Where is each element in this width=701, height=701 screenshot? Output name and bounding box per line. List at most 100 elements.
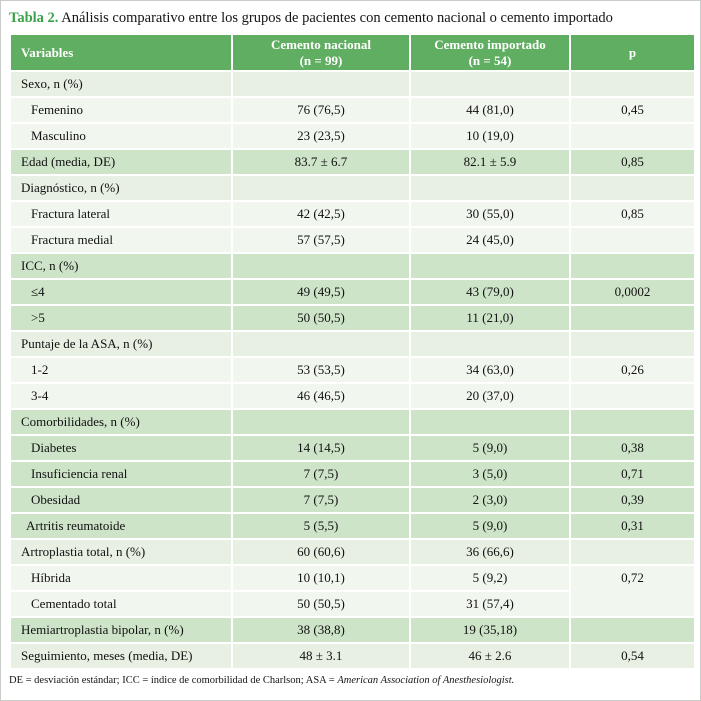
- table-row: Obesidad 7 (7,5) 2 (3,0) 0,39: [9, 486, 696, 515]
- header-cemento-importado-n: (n = 54): [468, 52, 512, 68]
- variable-cell: Puntaje de la ASA, n (%): [9, 330, 233, 359]
- value-cell: 5 (9,2): [409, 564, 571, 593]
- value-cell: [409, 70, 571, 99]
- table-title-label: Tabla 2.: [9, 10, 59, 26]
- header-variables: Variables: [9, 33, 233, 73]
- p-value-cell: [569, 226, 696, 255]
- table-row: 1-2 53 (53,5) 34 (63,0) 0,26: [9, 356, 696, 385]
- value-cell: 7 (7,5): [231, 460, 411, 489]
- p-value-cell: [569, 538, 696, 567]
- footnote-italic-text: American Association of Anesthesiologist…: [337, 675, 515, 687]
- table-header: Variables Cemento nacional (n = 99) Ceme…: [9, 33, 696, 73]
- p-value-cell: 0,39: [569, 486, 696, 515]
- variable-cell: Híbrida: [9, 564, 233, 593]
- value-cell: [231, 330, 411, 359]
- value-cell: 50 (50,5): [231, 590, 411, 619]
- table-row: Híbrida 10 (10,1) 5 (9,2) 0,72: [9, 564, 696, 619]
- value-cell: 83.7 ± 6.7: [231, 148, 411, 177]
- header-cemento-importado: Cemento importado (n = 54): [409, 33, 571, 73]
- variable-cell: Comorbilidades, n (%): [9, 408, 233, 437]
- variable-cell: 1-2: [9, 356, 233, 385]
- value-cell: 34 (63,0): [409, 356, 571, 385]
- value-cell: 10 (19,0): [409, 122, 571, 151]
- value-cell: 11 (21,0): [409, 304, 571, 333]
- table-row: Fractura medial 57 (57,5) 24 (45,0): [9, 226, 696, 255]
- table-body: Sexo, n (%) Femenino 76 (76,5) 44 (81,0) 0,4…: [9, 70, 696, 671]
- value-cell: 5 (9,0): [409, 434, 571, 463]
- p-value-cell: [569, 382, 696, 411]
- table-row: Seguimiento, meses (media, DE) 48 ± 3.1 46…: [9, 642, 696, 671]
- table-row: 3-4 46 (46,5) 20 (37,0): [9, 382, 696, 411]
- p-value-cell: 0,38: [569, 434, 696, 463]
- value-cell: 23 (23,5): [231, 122, 411, 151]
- footnote-text: DE = desviación estándar; ICC = índice d…: [9, 675, 338, 687]
- p-value-cell: [569, 252, 696, 281]
- value-cell: 50 (50,5): [231, 304, 411, 333]
- p-value-cell: 0,31: [569, 512, 696, 541]
- p-value-cell: [569, 616, 696, 645]
- table-title-text: Análisis comparativo entre los grupos de…: [58, 10, 613, 26]
- value-cell: 44 (81,0): [409, 96, 571, 125]
- value-cell: [231, 408, 411, 437]
- variable-cell: >5: [9, 304, 233, 333]
- value-cell: [231, 174, 411, 203]
- header-cemento-nacional: Cemento nacional (n = 99): [231, 33, 411, 73]
- value-cell: [231, 252, 411, 281]
- value-cell: 5 (5,5): [231, 512, 411, 541]
- table-row: Masculino 23 (23,5) 10 (19,0): [9, 122, 696, 151]
- value-cell: 19 (35,18): [409, 616, 571, 645]
- variable-cell: Diagnóstico, n (%): [9, 174, 233, 203]
- table-row: Diagnóstico, n (%): [9, 174, 696, 203]
- variable-cell: Fractura lateral: [9, 200, 233, 229]
- table-row: Comorbilidades, n (%): [9, 408, 696, 437]
- value-cell: [409, 174, 571, 203]
- value-cell: 53 (53,5): [231, 356, 411, 385]
- value-cell: 7 (7,5): [231, 486, 411, 515]
- value-cell: 5 (9,0): [409, 512, 571, 541]
- value-cell: 57 (57,5): [231, 226, 411, 255]
- comparison-table: Variables Cemento nacional (n = 99) Ceme…: [9, 33, 696, 671]
- value-cell: 24 (45,0): [409, 226, 571, 255]
- p-value-cell: 0,85: [569, 200, 696, 229]
- table-row: Fractura lateral 42 (42,5) 30 (55,0) 0,85: [9, 200, 696, 229]
- header-p: p: [569, 33, 696, 73]
- variable-cell: 3-4: [9, 382, 233, 411]
- p-value-cell: 0,0002: [569, 278, 696, 307]
- variable-cell: Artroplastia total, n (%): [9, 538, 233, 567]
- variable-cell: Fractura medial: [9, 226, 233, 255]
- value-cell: 3 (5,0): [409, 460, 571, 489]
- header-cemento-importado-label: Cemento importado: [434, 37, 546, 53]
- variable-cell: Obesidad: [9, 486, 233, 515]
- value-cell: 38 (38,8): [231, 616, 411, 645]
- header-p-label: p: [628, 44, 637, 60]
- value-cell: 42 (42,5): [231, 200, 411, 229]
- table-row: ICC, n (%): [9, 252, 696, 281]
- variable-cell: Insuficiencia renal: [9, 460, 233, 489]
- value-cell: [409, 408, 571, 437]
- table-row: Hemiartroplastia bipolar, n (%) 38 (38,8)…: [9, 616, 696, 645]
- p-value-cell: 0,72: [569, 564, 696, 619]
- value-cell: 14 (14,5): [231, 434, 411, 463]
- value-cell: 20 (37,0): [409, 382, 571, 411]
- value-cell: 2 (3,0): [409, 486, 571, 515]
- p-value-cell: [569, 70, 696, 99]
- value-cell: 76 (76,5): [231, 96, 411, 125]
- value-cell: 60 (60,6): [231, 538, 411, 567]
- footnote: DE = desviación estándar; ICC = índice d…: [9, 675, 700, 686]
- value-cell: 30 (55,0): [409, 200, 571, 229]
- table-row: Sexo, n (%): [9, 70, 696, 99]
- table-row: Artritis reumatoide 5 (5,5) 5 (9,0) 0,31: [9, 512, 696, 541]
- p-value-cell: [569, 330, 696, 359]
- table-row: Puntaje de la ASA, n (%): [9, 330, 696, 359]
- value-cell: 48 ± 3.1: [231, 642, 411, 671]
- p-value-cell: [569, 174, 696, 203]
- p-value-cell: [569, 122, 696, 151]
- table-row: ≤4 49 (49,5) 43 (79,0) 0,0002: [9, 278, 696, 307]
- value-cell: 10 (10,1): [231, 564, 411, 593]
- variable-cell: ≤4: [9, 278, 233, 307]
- header-row: Variables Cemento nacional (n = 99) Ceme…: [9, 33, 696, 73]
- p-value-cell: [569, 408, 696, 437]
- variable-cell: Artritis reumatoide: [9, 512, 233, 541]
- variable-cell: Cementado total: [9, 590, 233, 619]
